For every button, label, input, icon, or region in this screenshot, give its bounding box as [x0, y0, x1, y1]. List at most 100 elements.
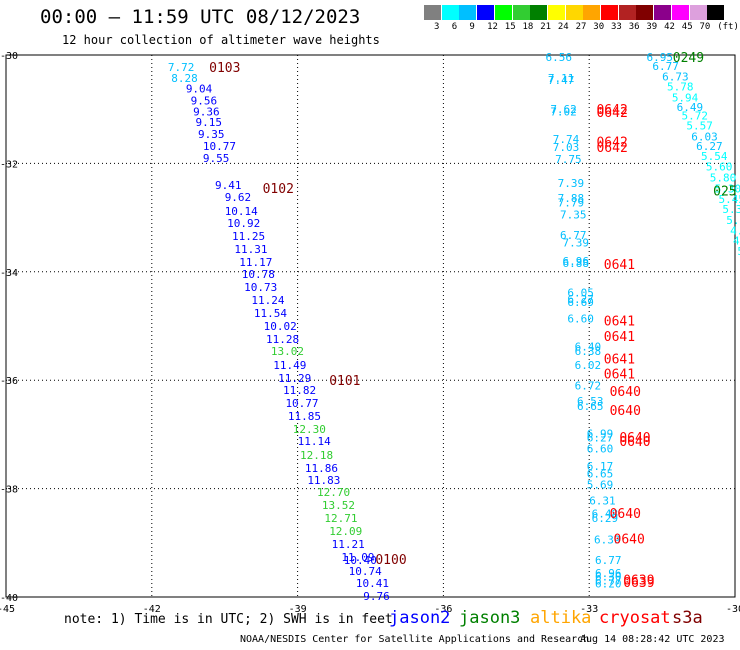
color-swatch: [459, 5, 477, 20]
wave-height-value: 6.65: [577, 400, 604, 413]
wave-height-value: 4.73: [733, 234, 740, 247]
chart-subtitle: 12 hour collection of altimeter wave hei…: [62, 33, 380, 47]
color-swatch: [477, 5, 495, 20]
wave-height-value: 9.15: [196, 116, 223, 129]
wave-height-value: 6.20: [595, 577, 622, 590]
color-scale-label: 12: [487, 22, 498, 32]
wave-height-value: 5.45: [718, 193, 740, 206]
satellite-legend-s3a: s3a: [672, 608, 703, 628]
color-swatch: [424, 5, 441, 20]
x-tick-label: -42: [143, 604, 161, 615]
footer-timestamp: Aug 14 08:28:42 UTC 2023: [580, 634, 725, 645]
x-tick-label: -39: [289, 604, 307, 615]
wave-height-value: 6.77: [595, 554, 622, 567]
wave-height-value: 9.56: [191, 95, 218, 108]
satellite-legend-cryosat: cryosat: [599, 608, 671, 628]
y-tick-label: -40: [0, 593, 18, 604]
color-scale-label: 45: [681, 22, 693, 32]
pass-time-label: 0642: [596, 106, 627, 121]
color-scale-label: 36: [628, 22, 640, 32]
wave-height-value: 6.95: [647, 51, 674, 64]
color-scale-label: 3: [434, 22, 440, 32]
x-tick-label: -36: [434, 604, 452, 615]
wave-height-value: 9.62: [225, 191, 252, 204]
wave-height-value: 7.02: [550, 105, 577, 118]
color-swatch: [636, 5, 654, 20]
color-swatch: [530, 5, 548, 20]
pass-time-label: 0641: [604, 315, 635, 330]
wave-height-value: 5.94: [672, 91, 699, 104]
wave-height-value: 7.79: [558, 196, 585, 209]
wave-height-value: 6.27: [587, 432, 614, 445]
wave-height-value: 5.72: [682, 110, 709, 123]
wave-height-value: 11.54: [254, 307, 287, 320]
color-scale-label: 18: [522, 22, 534, 32]
y-tick-label: -38: [0, 485, 18, 496]
wave-height-value: 6.73: [662, 71, 689, 84]
y-tick-label: -30: [0, 51, 18, 62]
wave-height-value: 10.40: [344, 554, 377, 567]
wave-height-value: 11.25: [232, 230, 265, 243]
color-swatch: [512, 5, 530, 20]
pass-time-label: 0639: [623, 574, 654, 589]
wave-height-value: 7.39: [562, 237, 589, 250]
wave-height-value: 7.74: [553, 133, 580, 146]
color-scale-label: 33: [611, 22, 622, 32]
wave-height-value: 7.35: [560, 208, 587, 221]
wave-height-value: 6.05: [567, 286, 594, 299]
wave-height-value: 7.11: [548, 72, 575, 85]
satellite-legend-jason2: jason2: [389, 608, 451, 628]
pass-time-label: 0640: [619, 435, 650, 450]
wave-height-value: 6.27: [567, 293, 594, 306]
x-tick-label: -30: [726, 604, 740, 615]
pass-time-label: 0641: [604, 368, 635, 383]
pass-time-label: 0100: [375, 553, 406, 568]
pass-time-label: 0641: [604, 258, 635, 273]
wave-height-value: 10.02: [264, 320, 297, 333]
color-swatch: [565, 5, 583, 20]
wave-height-value: 6.65: [587, 467, 614, 480]
color-scale-label: (ft): [717, 22, 739, 32]
color-scale-label: 70: [699, 22, 711, 32]
color-scale-label: 24: [557, 22, 569, 32]
pass-time-label: 0640: [619, 431, 650, 446]
wave-height-value: 6.29: [592, 512, 619, 525]
wave-height-value: 11.09: [341, 551, 374, 564]
color-swatch: [707, 5, 725, 20]
wave-height-value: 13.52: [322, 499, 355, 512]
wave-height-value: 11.29: [278, 372, 311, 385]
wave-height-value: 12.71: [324, 512, 357, 525]
wave-height-value: 11.83: [307, 474, 340, 487]
wave-height-value: 5.30: [715, 182, 740, 195]
wave-height-value: 5.80: [710, 171, 737, 184]
wave-height-value: 11.86: [305, 462, 338, 475]
wave-height-value: 11.31: [234, 243, 267, 256]
wave-height-value: 10.77: [285, 397, 318, 410]
wave-height-value: 11.28: [266, 333, 299, 346]
pass-time-label: 0640: [614, 532, 645, 547]
wave-height-value: 11.24: [251, 294, 284, 307]
wave-height-value: 7.62: [550, 103, 577, 116]
wave-height-value: 13.02: [271, 345, 304, 358]
wave-height-value: 10.74: [349, 565, 382, 578]
color-scale-label: 39: [646, 22, 658, 32]
wave-height-value: 9.41: [215, 179, 242, 192]
color-scale-label: 15: [504, 22, 516, 32]
pass-time-label: 0102: [263, 182, 294, 197]
color-scale-label: 9: [469, 22, 475, 32]
wave-height-value: 9.35: [198, 128, 225, 141]
color-swatch: [494, 5, 512, 20]
color-scale-label: 30: [593, 22, 605, 32]
wave-height-value: 7.72: [168, 61, 195, 74]
wave-height-value: 10.92: [227, 217, 260, 230]
color-swatch: [547, 5, 565, 20]
wave-height-value: 6.60: [587, 442, 614, 455]
wave-height-value: 6.60: [567, 312, 594, 325]
wave-height-value: 7.88: [558, 192, 585, 205]
wave-height-value: 6.56: [545, 51, 572, 64]
pass-time-label: 0640: [610, 385, 641, 400]
wave-height-value: 11.14: [298, 435, 331, 448]
pass-time-label: 0101: [329, 374, 360, 389]
wave-height-value: 7.47: [548, 74, 575, 87]
